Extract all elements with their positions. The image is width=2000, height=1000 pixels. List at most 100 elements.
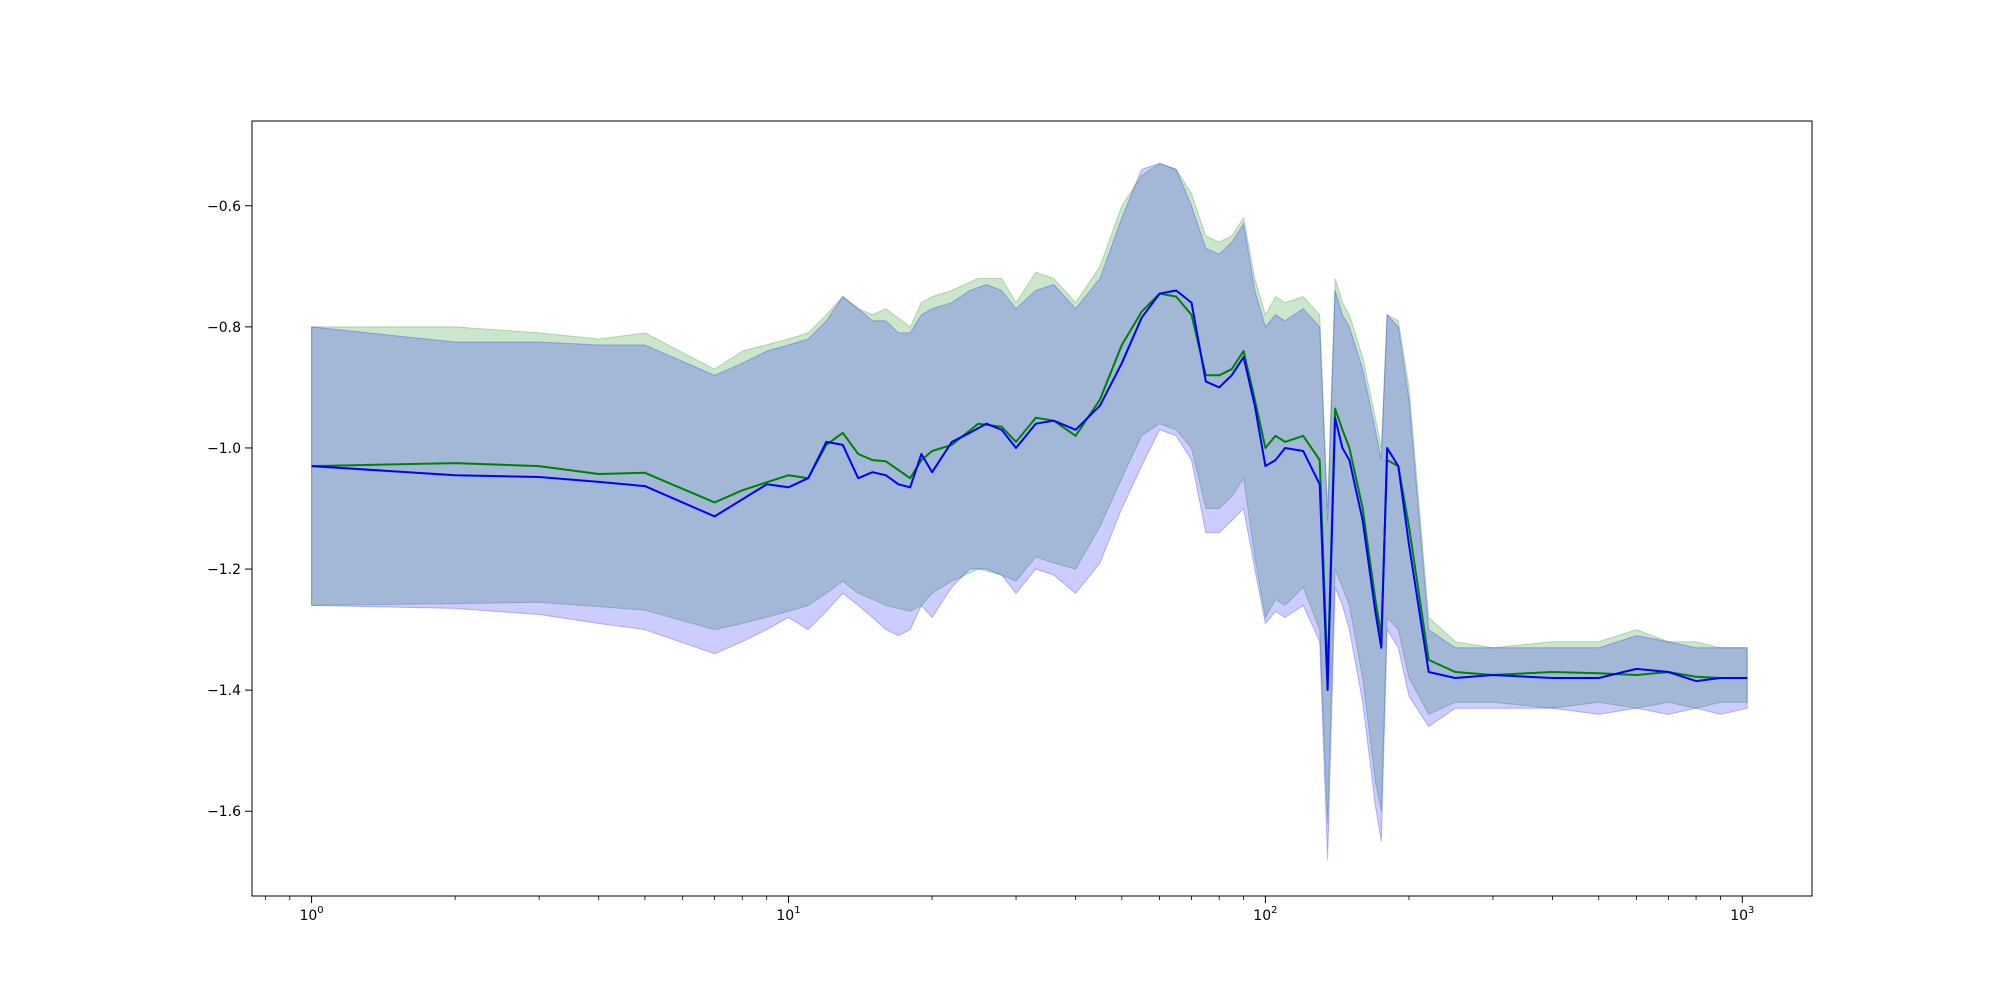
series-0-point [978, 423, 980, 425]
series-1-point [1398, 465, 1400, 467]
series-1-point [1243, 356, 1245, 358]
series-1-point [1218, 387, 1220, 389]
series-0-point [1552, 671, 1554, 673]
x-tick-label: 101 [776, 905, 800, 924]
series-1-point [1099, 405, 1101, 407]
series-1-point [1746, 677, 1748, 679]
series-1-point [1454, 677, 1456, 679]
series-1-point [1327, 689, 1329, 691]
series-1-point [885, 474, 887, 476]
series-0-point [909, 477, 911, 479]
series-1-point [1720, 677, 1722, 679]
series-1-point [1205, 381, 1207, 383]
series-1-point [1349, 459, 1351, 461]
series-0-point [1284, 441, 1286, 443]
series-0-point [931, 450, 933, 452]
series-0-point [1349, 447, 1351, 449]
series-0-point [1375, 599, 1377, 601]
y-tick-label: −1.2 [207, 562, 241, 578]
series-1-point [766, 484, 768, 486]
series-0-point [742, 490, 744, 492]
series-0-point [1695, 676, 1697, 678]
series-0-point [1319, 459, 1321, 461]
series-1-point [921, 453, 923, 455]
series-1-point [951, 441, 953, 443]
y-axis: −0.6 −0.8 −1.0 −1.2 −1.4 −1.6 [207, 199, 252, 820]
series-1-point [1141, 317, 1143, 319]
series-lines [311, 289, 1748, 692]
series-0-point [1265, 447, 1267, 449]
series-1-point [598, 481, 600, 483]
series-1-point [1362, 520, 1364, 522]
x-tick-label: 102 [1253, 905, 1277, 924]
series-0-point [1636, 674, 1638, 676]
series-1-point [1191, 302, 1193, 304]
series-0-point [885, 461, 887, 463]
series-1-point [1342, 447, 1344, 449]
series-0-point [857, 453, 859, 455]
series-0-point [1141, 311, 1143, 313]
series-1-point [1408, 544, 1410, 546]
series-0-point [1428, 659, 1430, 661]
series-1-point [1075, 429, 1077, 431]
series-0-point [1001, 426, 1003, 428]
series-1-point [807, 477, 809, 479]
series-1-point [931, 471, 933, 473]
y-tick-label: −1.0 [207, 441, 241, 457]
series-1-point [1231, 375, 1233, 377]
series-1-point [909, 487, 911, 489]
series-1-point [1053, 420, 1055, 422]
series-1-point [1175, 290, 1177, 292]
series-0-point [921, 459, 923, 461]
series-1-point [1001, 429, 1003, 431]
series-1-point [1598, 677, 1600, 679]
series-1-point [1284, 447, 1286, 449]
series-0-point [1218, 375, 1220, 377]
series-0-point [1099, 399, 1101, 401]
series-1-point [969, 432, 971, 434]
series-1-point [454, 474, 456, 476]
series-1-point [1492, 674, 1494, 676]
x-axis: 100 101 102 103 [264, 896, 1754, 924]
x-tick-label: 100 [299, 905, 323, 924]
series-0-point [1121, 344, 1123, 346]
series-0-point [1362, 508, 1364, 510]
series-1-point [714, 516, 716, 518]
series-0-point [1191, 314, 1193, 316]
confidence-bands [311, 162, 1748, 860]
plot-frame [251, 120, 1813, 897]
series-0-point [1454, 671, 1456, 673]
y-tick-label: −0.8 [207, 320, 241, 336]
series-1-point [1319, 484, 1321, 486]
series-0-point [842, 432, 844, 434]
series-1-point [1636, 668, 1638, 670]
y-tick-label: −0.6 [207, 199, 241, 215]
series-0-point [1015, 441, 1017, 443]
series-0-point [872, 459, 874, 461]
series-1-point [1302, 450, 1304, 452]
series-1-point [311, 465, 313, 467]
series-1-point [898, 484, 900, 486]
series-1-point [1254, 405, 1256, 407]
series-1-point [1386, 447, 1388, 449]
series-1-line [311, 289, 1748, 692]
series-0-point [538, 465, 540, 467]
series-0-point [1334, 408, 1336, 410]
series-1-point [1015, 447, 1017, 449]
series-1-point [1428, 671, 1430, 673]
series-1-point [1334, 417, 1336, 419]
series-1-point [1121, 362, 1123, 364]
series-0-point [1231, 368, 1233, 370]
y-tick-label: −1.6 [207, 804, 241, 820]
series-0-point [1075, 435, 1077, 437]
series-1-point [872, 471, 874, 473]
series-0-point [1408, 526, 1410, 528]
series-0-point [1243, 350, 1245, 352]
series-1-point [1265, 465, 1267, 467]
series-0-point [644, 472, 646, 474]
series-0-point [714, 502, 716, 504]
series-0-point [1035, 417, 1037, 419]
x-tick-label: 103 [1730, 905, 1754, 924]
